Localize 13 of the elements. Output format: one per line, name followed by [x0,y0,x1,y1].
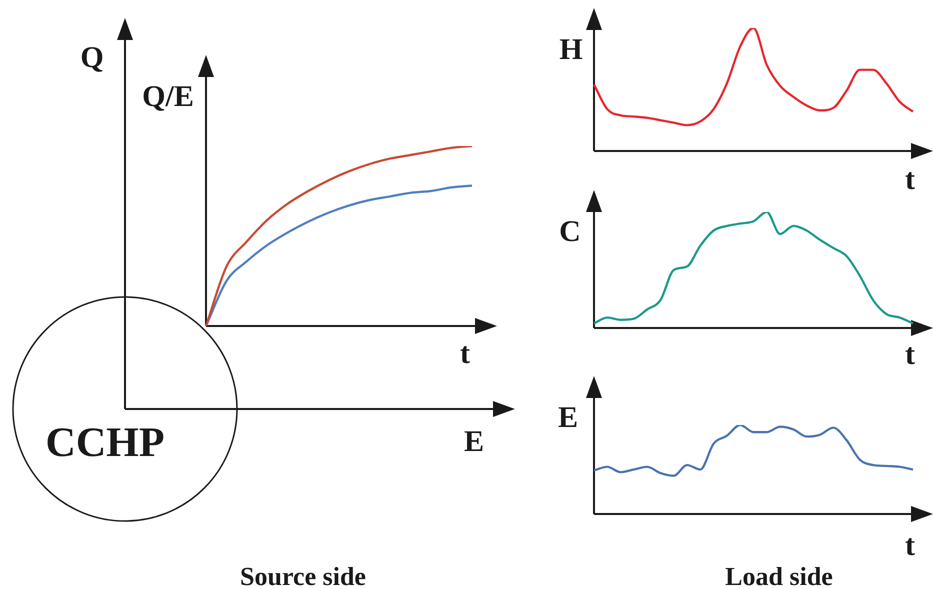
y-axis-title: C [559,215,581,248]
text: CCHP [46,420,164,466]
y-axis-title: Q/E [142,80,194,113]
x-axis-title: t [905,529,915,562]
source-note: Source side [240,562,366,589]
x-axis-title: t [460,337,470,370]
y-axis-title: H [559,33,583,66]
text: Load side [725,562,833,589]
text: Q [80,41,104,74]
x-axis-title: t [905,163,915,196]
x-axis-title: t [905,338,915,371]
y-axis-title: E [558,401,578,434]
text: E [464,425,484,458]
